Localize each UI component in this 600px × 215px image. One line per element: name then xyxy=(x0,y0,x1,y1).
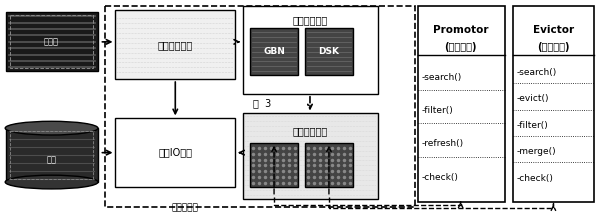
Bar xyxy=(10,131,94,179)
Text: -search(): -search() xyxy=(517,68,557,77)
Text: -merge(): -merge() xyxy=(517,147,556,156)
Bar xyxy=(418,6,505,202)
Text: DSK: DSK xyxy=(319,47,340,56)
Text: GBN: GBN xyxy=(263,47,285,56)
Text: -check(): -check() xyxy=(517,174,553,183)
Bar xyxy=(5,128,98,182)
Text: -evict(): -evict() xyxy=(517,94,549,103)
Text: 客户端: 客户端 xyxy=(44,37,59,46)
Text: (提升模块): (提升模块) xyxy=(445,42,477,52)
Bar xyxy=(305,143,353,187)
Text: 客户端缓存: 客户端缓存 xyxy=(172,204,199,213)
Text: (替换模块): (替换模块) xyxy=(537,42,569,52)
Text: -search(): -search() xyxy=(422,73,462,82)
Text: -refresh(): -refresh() xyxy=(422,139,464,148)
Text: 底层IO模块: 底层IO模块 xyxy=(158,148,192,158)
Bar xyxy=(5,12,98,71)
Bar xyxy=(250,143,298,187)
Bar xyxy=(243,6,378,94)
Ellipse shape xyxy=(5,175,98,189)
Text: Evictor: Evictor xyxy=(533,25,574,35)
Text: 优化算法模块: 优化算法模块 xyxy=(292,15,328,25)
Text: -check(): -check() xyxy=(422,173,458,182)
Text: -filter(): -filter() xyxy=(517,121,548,130)
Bar xyxy=(250,28,298,75)
Bar xyxy=(512,6,595,202)
Bar xyxy=(115,11,235,79)
Text: 存储: 存储 xyxy=(47,155,56,164)
Text: 图  3: 图 3 xyxy=(253,99,271,109)
Ellipse shape xyxy=(5,121,98,135)
Bar xyxy=(305,28,353,75)
Text: 迁移策略模块: 迁移策略模块 xyxy=(292,126,328,136)
Text: 缓存空间模块: 缓存空间模块 xyxy=(158,40,193,50)
Bar xyxy=(106,6,415,207)
Text: -filter(): -filter() xyxy=(422,106,454,115)
Text: Promotor: Promotor xyxy=(433,25,488,35)
Bar xyxy=(115,118,235,187)
Bar xyxy=(243,114,378,199)
Bar xyxy=(10,15,94,68)
